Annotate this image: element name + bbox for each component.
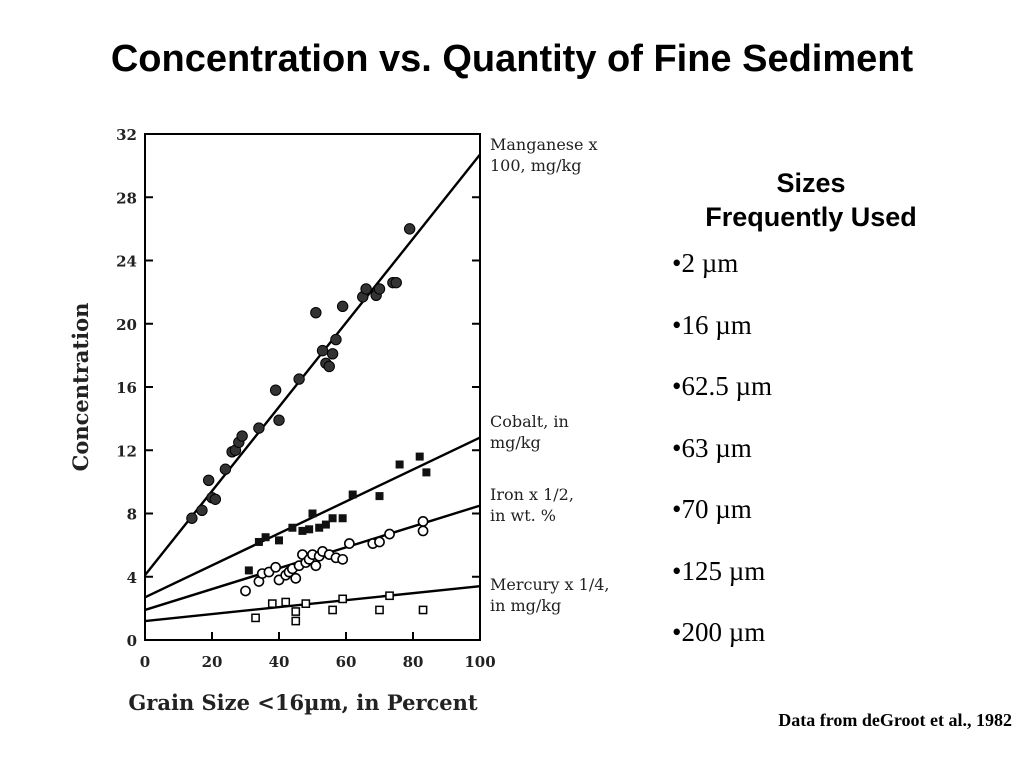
data-point <box>301 599 311 608</box>
size-item: •2 µm <box>672 248 739 278</box>
data-point <box>267 599 277 608</box>
source-citation: Data from deGroot et al., 1982 <box>778 710 1012 730</box>
data-point <box>219 463 232 475</box>
data-point <box>202 474 215 486</box>
data-point <box>328 605 337 615</box>
size-item: •125 µm <box>672 555 766 586</box>
data-point <box>417 525 429 537</box>
sizes-heading-line2: Frequently Used <box>705 202 917 232</box>
series-label: in wt. % <box>490 506 556 525</box>
x-tick-label: 80 <box>403 653 424 671</box>
data-point <box>273 414 285 426</box>
data-point <box>375 605 384 615</box>
size-item: •62.5 µm <box>672 371 773 401</box>
data-point <box>360 283 372 295</box>
series-label: mg/kg <box>490 433 541 452</box>
data-point <box>305 525 314 534</box>
data-point <box>281 597 291 607</box>
data-point <box>375 492 384 501</box>
data-point <box>310 306 322 319</box>
data-point <box>298 526 307 535</box>
data-point <box>290 572 302 584</box>
size-item: •200 µm <box>672 617 766 647</box>
x-tick-label: 0 <box>140 653 150 671</box>
size-item: •70 µm <box>672 494 752 524</box>
y-tick-label: 4 <box>127 569 137 587</box>
y-tick-label: 0 <box>127 632 137 650</box>
slide-title: Concentration vs. Quantity of Fine Sedim… <box>110 38 914 80</box>
x-tick-label: 100 <box>464 653 495 671</box>
data-point <box>270 561 282 573</box>
y-tick-label: 32 <box>116 126 137 144</box>
data-point <box>337 553 349 565</box>
data-point <box>422 468 431 477</box>
x-tick-label: 20 <box>202 653 223 671</box>
data-point <box>338 594 347 604</box>
data-point <box>261 533 270 542</box>
y-tick-label: 12 <box>116 442 137 460</box>
series-label: Manganese x <box>490 135 598 154</box>
size-item: •16 µm <box>672 309 752 340</box>
data-point <box>418 605 428 615</box>
y-tick-label: 8 <box>127 506 137 524</box>
data-point <box>269 384 282 396</box>
data-point <box>236 430 248 442</box>
data-point <box>336 300 349 313</box>
data-point <box>390 276 402 289</box>
data-point <box>417 516 429 527</box>
data-point <box>293 373 305 385</box>
data-point <box>373 283 386 295</box>
data-point <box>288 523 297 532</box>
y-tick-label: 16 <box>116 379 137 397</box>
data-point <box>308 509 317 518</box>
data-point <box>384 528 395 540</box>
sizes-heading-line1: Sizes <box>776 168 846 198</box>
y-tick-label: 28 <box>116 189 137 207</box>
data-point <box>328 514 337 523</box>
data-point <box>254 537 263 546</box>
data-point <box>209 493 222 505</box>
data-point <box>251 613 260 623</box>
series-label: 100, mg/kg <box>490 156 581 175</box>
series-label: Mercury x 1/4, <box>490 575 609 594</box>
x-tick-label: 40 <box>269 653 290 671</box>
data-point <box>338 514 347 523</box>
size-item: •63 µm <box>672 432 752 463</box>
data-point <box>326 348 339 360</box>
x-tick-label: 60 <box>336 653 357 671</box>
data-point <box>315 523 324 532</box>
y-axis-label: Concentration <box>68 303 93 472</box>
sizes-list: •2 µm •16 µm •62.5 µm •63 µm •70 µm •125… <box>672 246 962 677</box>
data-point <box>374 536 385 548</box>
data-point <box>240 585 251 597</box>
data-point <box>415 452 424 461</box>
y-tick-label: 24 <box>116 253 137 271</box>
series-label: Cobalt, in <box>490 412 569 431</box>
data-point <box>316 344 329 357</box>
data-point <box>395 460 404 469</box>
data-point <box>310 560 322 572</box>
data-point <box>253 422 265 434</box>
series-label: in mg/kg <box>490 596 561 615</box>
y-tick-label: 20 <box>116 316 137 334</box>
data-point <box>385 591 394 601</box>
series-label: Iron x 1/2, <box>490 485 574 504</box>
data-point <box>343 538 355 549</box>
data-point <box>275 536 283 545</box>
sizes-heading: Sizes Frequently Used <box>672 166 950 234</box>
data-point <box>186 512 198 524</box>
data-point <box>348 490 357 499</box>
fit-line <box>144 585 481 623</box>
data-point <box>321 520 330 529</box>
data-point <box>291 616 301 626</box>
data-point <box>403 223 416 235</box>
data-point <box>196 504 208 517</box>
x-axis-label: Grain Size <16µm, in Percent <box>128 690 478 715</box>
data-point <box>291 607 301 616</box>
data-point <box>244 566 253 575</box>
sizes-panel: Sizes Frequently Used •2 µm •16 µm •62.5… <box>672 166 962 677</box>
data-point <box>323 360 335 373</box>
data-point <box>330 333 342 346</box>
